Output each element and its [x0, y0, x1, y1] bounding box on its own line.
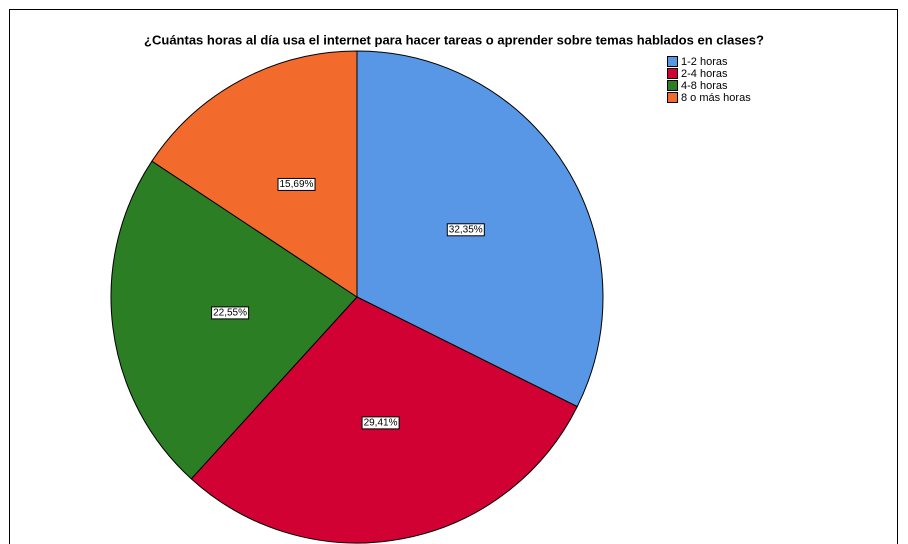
data-label-box	[446, 223, 485, 237]
data-label-box	[361, 416, 400, 430]
data-label: 15,69%	[280, 179, 314, 190]
data-label-box	[211, 306, 250, 320]
pie-slice	[110, 160, 358, 480]
legend-label: 2-4 horas	[681, 68, 728, 80]
pie-slice	[151, 50, 358, 298]
data-label: 29,41%	[364, 417, 398, 428]
data-label-box	[277, 177, 316, 191]
legend-swatch	[667, 80, 678, 91]
legend-label: 4-8 horas	[681, 80, 728, 92]
chart-title: ¿Cuántas horas al día usa el internet pa…	[144, 32, 764, 47]
data-label: 32,35%	[449, 224, 483, 235]
data-label: 22,55%	[213, 307, 247, 318]
legend-label: 8 o más horas	[681, 92, 751, 104]
legend-swatch	[667, 92, 678, 103]
legend-swatch	[667, 56, 678, 67]
legend-label: 1-2 horas	[681, 56, 728, 68]
legend-swatch	[667, 68, 678, 79]
